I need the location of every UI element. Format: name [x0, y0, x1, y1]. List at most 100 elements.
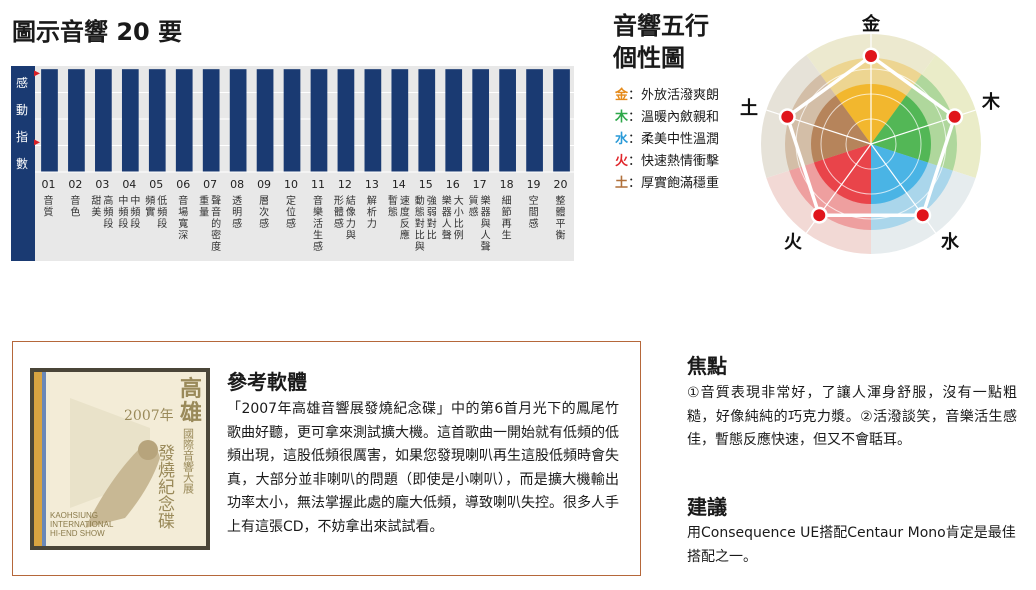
x-tick-label-char: 樂 [442, 194, 452, 207]
bar [472, 69, 490, 172]
y-axis-label-char: 動 [16, 103, 28, 117]
legend-row-wood: 木：溫暖內斂親和 [615, 106, 719, 125]
x-tick-label-char: 音 [43, 194, 53, 207]
bar [95, 69, 112, 172]
radar-point [813, 209, 826, 222]
y-axis-label-char: 指 [16, 129, 28, 144]
cd-english-2: INTERNATIONAL [50, 520, 114, 529]
legend-sep: ： [628, 176, 642, 191]
bar [310, 69, 328, 172]
bar [391, 69, 409, 172]
x-tick-label-char: 生 [313, 229, 323, 242]
advice-body: 用Consequence UE搭配Centaur Mono肯定是最佳搭配之一。 [687, 525, 1016, 565]
x-tick-label-char: 度 [211, 240, 221, 253]
x-tick-number: 18 [500, 178, 514, 191]
x-tick-label-char: 例 [454, 229, 464, 242]
x-tick-label-char: 再 [502, 218, 512, 230]
x-tick-label-char: 生 [502, 229, 512, 242]
bar [229, 69, 247, 172]
level-marker [34, 70, 40, 77]
x-tick-label-char: 活 [313, 218, 323, 230]
x-tick-label-char: 強 [427, 194, 437, 207]
x-tick-label-char: 中 [130, 194, 140, 207]
legend-sep: ： [628, 88, 642, 103]
radar-axis-label: 木 [981, 91, 1001, 113]
x-tick-label-char: 位 [286, 206, 296, 219]
x-tick-label-char: 比 [415, 230, 425, 242]
x-tick-label-char: 段 [118, 217, 128, 230]
x-tick-label-char: 與 [415, 240, 425, 253]
x-tick-label-char: 音 [313, 194, 323, 207]
legend-key: 木 [615, 110, 629, 125]
x-tick-label-char: 節 [502, 206, 512, 219]
radar-point [781, 110, 794, 123]
x-tick-label-char: 與 [346, 229, 356, 242]
x-tick-label-char: 平 [556, 219, 566, 230]
x-tick-label-char: 質 [43, 206, 53, 219]
x-tick-number: 17 [473, 178, 487, 191]
radar-point [865, 50, 877, 62]
x-tick-label-char: 器 [481, 207, 491, 219]
x-tick-number: 03 [95, 178, 109, 191]
x-tick-label-char: 色 [70, 206, 80, 219]
y-axis-label-char: 感 [16, 75, 28, 90]
x-tick-label-char: 深 [178, 230, 188, 242]
x-tick-label-char: 度 [400, 206, 410, 219]
legend-key: 火 [615, 154, 629, 169]
cd-line-a: 國際音響大展 [182, 428, 195, 495]
x-tick-label-char: 對 [427, 217, 437, 230]
x-tick-number: 04 [122, 178, 136, 191]
cd-cover-image: 高 雄 2007年 國際音響大展 發燒紀念碟 KAOHSIUNG INTERNA… [30, 368, 210, 550]
focus-body: ①音質表現非常好，了讓人渾身舒服，沒有一點粗糙，好像純純的巧克力漿。②活潑談笑，… [687, 385, 1017, 448]
x-tick-number: 10 [284, 178, 298, 191]
x-tick-label-char: 頻 [103, 206, 113, 219]
x-tick-label-char: 反 [400, 218, 410, 230]
x-tick-number: 11 [311, 178, 325, 191]
advice-title: 建議 [687, 495, 727, 519]
x-tick-label-char: 明 [232, 207, 242, 219]
reference-box [12, 341, 641, 576]
x-tick-label-char: 甜 [91, 194, 101, 207]
reference-title: 參考軟體 [227, 370, 307, 394]
five-elements-title-line2: 個性圖 [613, 44, 685, 72]
x-tick-label-char: 樂 [313, 206, 323, 219]
x-tick-label-char: 體 [556, 207, 566, 219]
x-tick-label-char: 段 [103, 217, 113, 230]
legend-text: 柔美中性溫潤 [641, 132, 720, 147]
legend-key: 金 [615, 88, 629, 103]
x-tick-label-char: 整 [556, 194, 566, 207]
x-tick-label-char: 人 [481, 230, 491, 242]
x-tick-label-char: 感 [529, 217, 539, 230]
legend-row-water: 水：柔美中性溫潤 [615, 128, 719, 147]
legend-key: 水 [615, 132, 629, 147]
bar [499, 69, 516, 172]
five-elements-title: 音響五行 個性圖 [613, 10, 753, 74]
radar-inner-sector [871, 144, 929, 204]
x-tick-number: 01 [41, 178, 55, 191]
x-tick-label-char: 美 [91, 206, 101, 219]
radar-point [916, 209, 929, 222]
x-tick-label-char: 的 [211, 217, 221, 230]
x-tick-label-char: 聲 [481, 240, 491, 253]
cd-year: 2007年 [124, 408, 174, 424]
x-tick-label-char: 次 [259, 206, 269, 219]
x-tick-label-char: 人 [442, 218, 452, 230]
radar-axis-label: 土 [740, 98, 758, 119]
x-tick-label-char: 寬 [178, 217, 188, 230]
x-tick-label-char: 態 [415, 206, 425, 219]
x-tick-number: 16 [446, 178, 460, 191]
x-tick-label-char: 感 [313, 240, 323, 253]
x-tick-label-char: 結 [346, 194, 356, 207]
x-tick-number: 15 [419, 178, 433, 191]
x-tick-label-char: 量 [199, 207, 209, 219]
bar [256, 69, 274, 172]
x-tick-label-char: 態 [388, 206, 398, 219]
x-tick-label-char: 暫 [388, 194, 398, 207]
x-tick-number: 06 [176, 178, 190, 191]
x-tick-number: 02 [68, 178, 82, 191]
x-tick-label-char: 弱 [427, 207, 437, 219]
x-tick-label-char: 實 [145, 206, 155, 219]
radar-axis-label: 水 [941, 231, 960, 253]
radar-point [948, 110, 961, 123]
x-tick-label-char: 層 [259, 195, 269, 207]
